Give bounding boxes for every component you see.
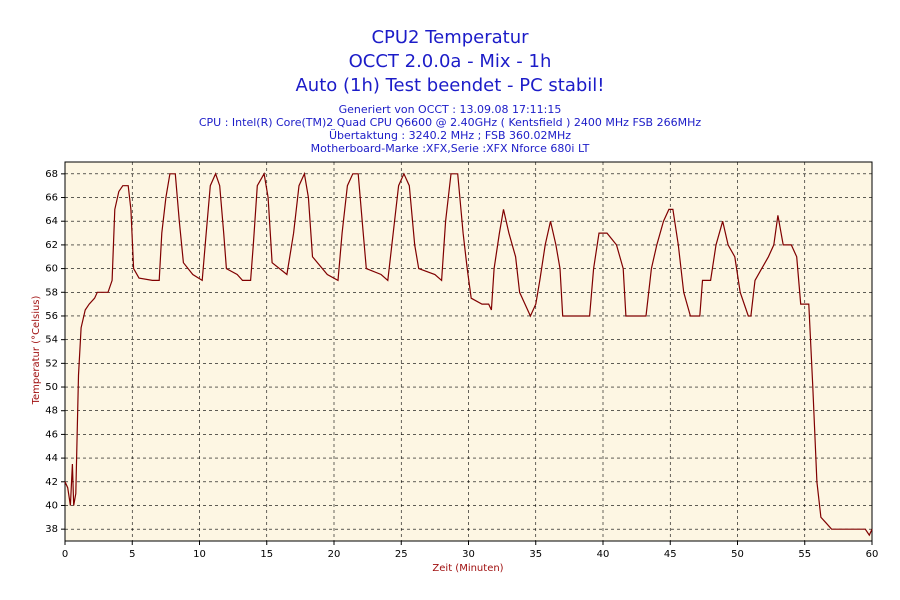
plot-area (64, 161, 873, 542)
x-tick-label: 40 (597, 549, 610, 560)
x-tick-label: 60 (866, 549, 879, 560)
x-tick-label: 30 (462, 549, 475, 560)
x-tick-label: 10 (193, 549, 206, 560)
y-axis-label: Temperatur (°Celsius) (31, 295, 42, 405)
y-tick-label: 54 (45, 335, 58, 346)
chart-subtitle: OCCT 2.0.0a - Mix - 1h (349, 51, 552, 72)
chart-subtitle: Auto (1h) Test beendet - PC stabil! (295, 75, 604, 96)
y-tick-label: 44 (45, 453, 58, 464)
x-tick-label: 45 (664, 549, 677, 560)
x-tick-label: 25 (395, 549, 408, 560)
y-tick-label: 50 (45, 382, 58, 393)
x-tick-label: 0 (62, 549, 68, 560)
y-tick-label: 52 (45, 358, 58, 369)
x-tick-label: 20 (328, 549, 341, 560)
y-tick-label: 62 (45, 240, 58, 251)
y-tick-label: 60 (45, 264, 58, 275)
chart-title: CPU2 Temperatur (371, 27, 529, 48)
y-tick-label: 48 (45, 406, 58, 417)
y-tick-label: 38 (45, 524, 58, 535)
y-tick-label: 68 (45, 169, 58, 180)
x-tick-label: 35 (529, 549, 542, 560)
y-tick-label: 56 (45, 311, 58, 322)
x-tick-label: 50 (731, 549, 744, 560)
y-tick-label: 64 (45, 216, 58, 227)
x-axis-label: Zeit (Minuten) (432, 563, 503, 574)
x-tick-label: 5 (129, 549, 135, 560)
info-line: Motherboard-Marke :XFX,Serie :XFX Nforce… (311, 142, 590, 155)
info-line: CPU : Intel(R) Core(TM)2 Quad CPU Q6600 … (199, 116, 701, 129)
x-tick-label: 15 (260, 549, 273, 560)
y-tick-label: 46 (45, 429, 58, 440)
y-tick-label: 66 (45, 193, 58, 204)
line-series (64, 171, 873, 537)
info-line: Generiert von OCCT : 13.09.08 17:11:15 (339, 103, 562, 116)
x-tick-label: 55 (798, 549, 811, 560)
y-tick-label: 40 (45, 500, 58, 511)
y-tick-label: 58 (45, 287, 58, 298)
y-tick-label: 42 (45, 477, 58, 488)
info-line: Übertaktung : 3240.2 MHz ; FSB 360.02MHz (329, 129, 571, 142)
